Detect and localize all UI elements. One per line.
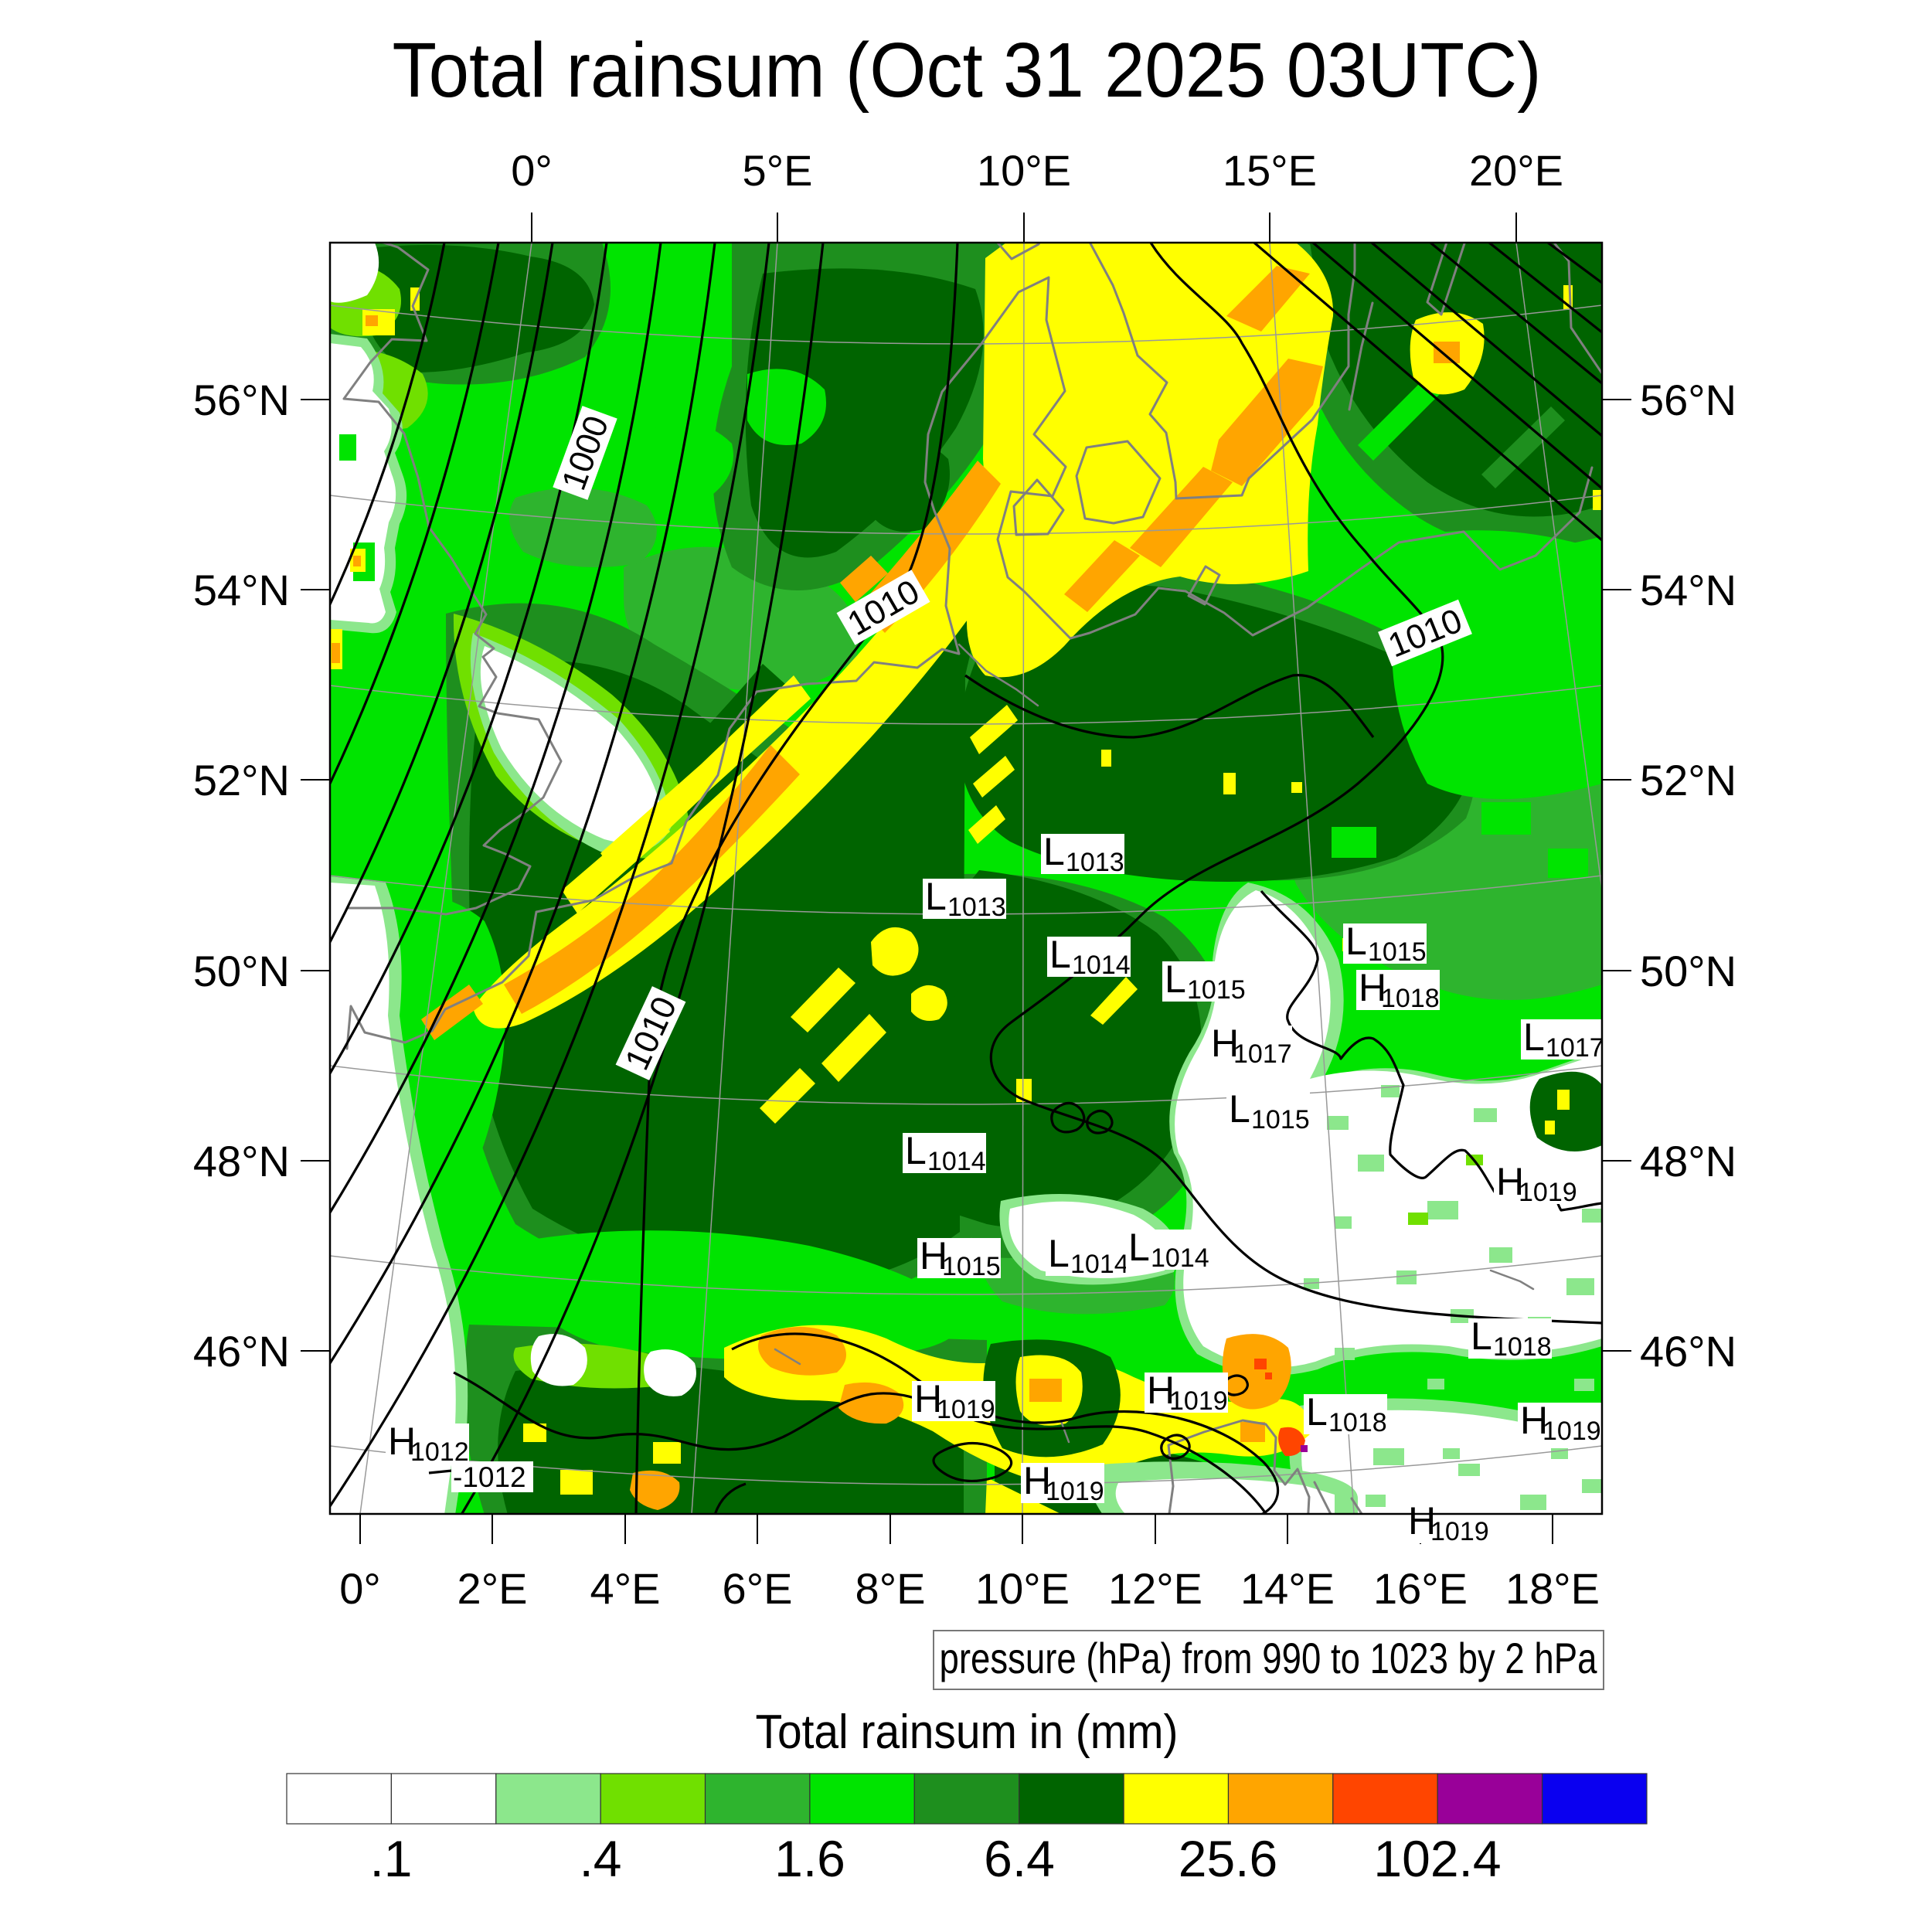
svg-text:12°E: 12°E (1108, 1564, 1202, 1613)
svg-text:18°E: 18°E (1505, 1564, 1600, 1613)
svg-text:1019: 1019 (1543, 1417, 1601, 1446)
svg-text:1018: 1018 (1493, 1332, 1552, 1362)
svg-text:L: L (1306, 1390, 1328, 1434)
svg-text:1015: 1015 (1368, 937, 1427, 967)
svg-text:10°E: 10°E (975, 1564, 1070, 1613)
svg-text:1019: 1019 (1169, 1386, 1228, 1416)
svg-text:1014: 1014 (1070, 1250, 1129, 1279)
svg-text:-1012: -1012 (453, 1461, 526, 1493)
svg-text:20°E: 20°E (1469, 146, 1563, 195)
svg-text:56°N: 56°N (193, 376, 290, 424)
svg-text:0°: 0° (511, 146, 553, 195)
svg-text:48°N: 48°N (1640, 1137, 1736, 1185)
svg-text:H: H (388, 1420, 416, 1463)
svg-text:1019: 1019 (1519, 1178, 1577, 1207)
svg-text:1.6: 1.6 (774, 1830, 845, 1887)
svg-text:1019: 1019 (1430, 1517, 1489, 1546)
svg-text:L: L (1128, 1226, 1150, 1269)
svg-text:H: H (920, 1234, 947, 1277)
svg-text:1013: 1013 (1066, 848, 1124, 877)
svg-text:1014: 1014 (927, 1147, 986, 1176)
svg-text:L: L (1043, 830, 1065, 873)
svg-text:L: L (1049, 933, 1071, 976)
svg-text:50°N: 50°N (1640, 947, 1736, 995)
svg-text:Total rainsum (Oct 31 2025 03U: Total rainsum (Oct 31 2025 03UTC) (393, 27, 1542, 114)
svg-text:L: L (1471, 1315, 1492, 1358)
svg-text:1015: 1015 (942, 1252, 1001, 1281)
svg-text:H: H (1408, 1499, 1436, 1543)
svg-text:1019: 1019 (937, 1395, 995, 1424)
svg-text:1013: 1013 (947, 893, 1006, 922)
svg-text:1017: 1017 (1546, 1033, 1604, 1063)
svg-text:H: H (1359, 966, 1386, 1009)
svg-text:L: L (1165, 957, 1186, 1001)
svg-text:4°E: 4°E (590, 1564, 661, 1613)
svg-text:16°E: 16°E (1373, 1564, 1468, 1613)
svg-text:6.4: 6.4 (984, 1830, 1055, 1887)
svg-text:50°N: 50°N (193, 947, 290, 995)
svg-text:56°N: 56°N (1640, 376, 1736, 424)
svg-text:52°N: 52°N (193, 756, 290, 804)
svg-text:H: H (1496, 1160, 1524, 1203)
svg-text:H: H (1520, 1399, 1548, 1442)
svg-text:H: H (1147, 1369, 1175, 1412)
svg-text:1014: 1014 (1151, 1243, 1209, 1273)
svg-text:5°E: 5°E (743, 146, 813, 195)
svg-text:.1: .1 (369, 1830, 412, 1887)
svg-text:1018: 1018 (1328, 1408, 1387, 1437)
svg-text:L: L (925, 875, 947, 918)
svg-text:L: L (1523, 1015, 1545, 1059)
svg-text:.4: .4 (579, 1830, 621, 1887)
svg-text:10°E: 10°E (977, 146, 1071, 195)
svg-text:48°N: 48°N (193, 1137, 290, 1185)
svg-text:46°N: 46°N (193, 1327, 290, 1376)
svg-text:54°N: 54°N (1640, 566, 1736, 614)
svg-text:14°E: 14°E (1240, 1564, 1335, 1613)
svg-text:8°E: 8°E (855, 1564, 926, 1613)
svg-text:15°E: 15°E (1223, 146, 1317, 195)
svg-text:L: L (1048, 1232, 1070, 1275)
svg-text:102.4: 102.4 (1373, 1830, 1501, 1887)
svg-text:1017: 1017 (1233, 1039, 1292, 1069)
svg-text:L: L (905, 1129, 927, 1172)
svg-text:1019: 1019 (1046, 1477, 1104, 1506)
svg-text:1015: 1015 (1187, 975, 1246, 1005)
svg-text:52°N: 52°N (1640, 756, 1736, 804)
svg-text:0°: 0° (339, 1564, 381, 1613)
svg-text:L: L (1229, 1087, 1250, 1131)
svg-text:46°N: 46°N (1640, 1327, 1736, 1376)
svg-text:H: H (914, 1377, 942, 1420)
svg-text:H: H (1023, 1459, 1051, 1502)
svg-text:pressure (hPa) from 990 to 102: pressure (hPa) from 990 to 1023 by 2 hPa (940, 1634, 1598, 1682)
svg-text:1014: 1014 (1072, 951, 1131, 980)
svg-text:2°E: 2°E (457, 1564, 528, 1613)
svg-text:6°E: 6°E (723, 1564, 793, 1613)
svg-text:25.6: 25.6 (1179, 1830, 1277, 1887)
svg-text:L: L (1345, 920, 1367, 963)
svg-text:Total rainsum in (mm): Total rainsum in (mm) (756, 1706, 1179, 1759)
svg-text:1015: 1015 (1251, 1105, 1310, 1134)
svg-text:1018: 1018 (1381, 984, 1440, 1013)
svg-text:H: H (1211, 1022, 1239, 1065)
svg-text:54°N: 54°N (193, 566, 290, 614)
